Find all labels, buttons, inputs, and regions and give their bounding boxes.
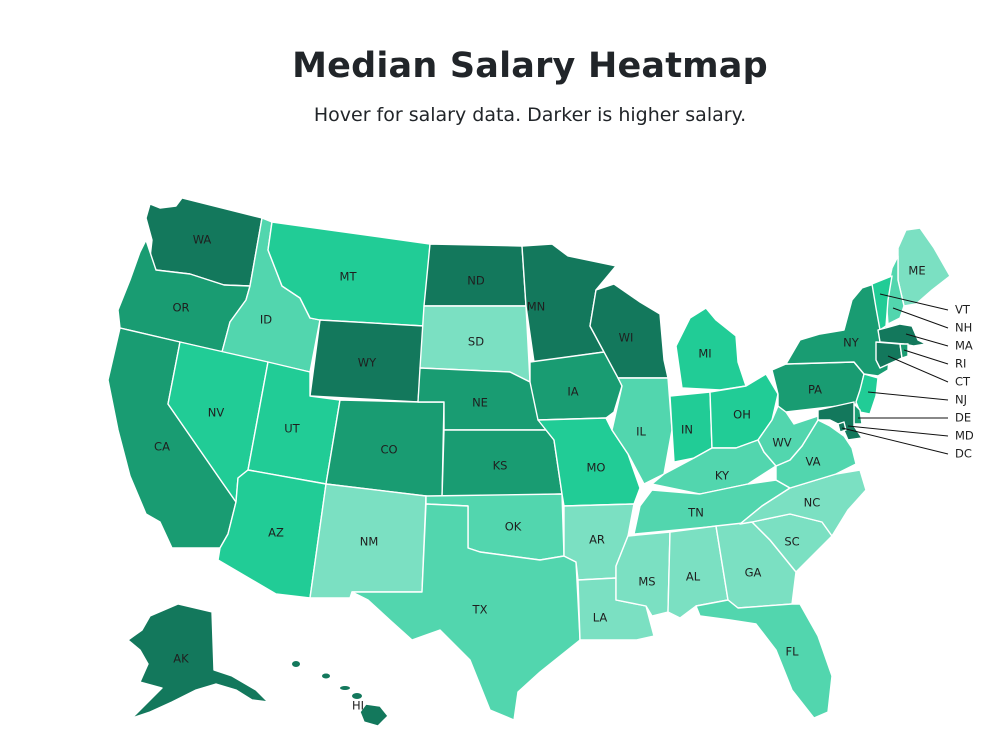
leader-line-ma [905,333,949,347]
state-label-nj: NJ [955,393,967,407]
state-ak[interactable] [127,603,269,719]
hawaii-island-maui [352,693,362,699]
leader-line-dc [841,427,949,455]
state-nj[interactable] [855,373,879,415]
state-ks[interactable] [441,429,563,499]
leader-line-nh [892,307,949,329]
state-label-vt: VT [955,303,971,317]
state-vt[interactable] [871,275,893,331]
state-wi[interactable] [589,283,669,379]
page-title: Median Salary Heatmap [292,46,768,86]
state-ri[interactable] [899,343,909,359]
state-wv[interactable] [757,405,819,467]
hawaii-island-oahu [322,673,330,679]
state-label-de: DE [955,411,971,425]
state-dc[interactable] [837,421,847,433]
state-nm[interactable] [309,483,427,599]
state-shapes [107,197,951,727]
state-fl[interactable] [695,599,833,719]
state-hi[interactable] [359,703,389,727]
state-label-ma: MA [955,339,973,353]
state-nc[interactable] [739,469,867,537]
state-nd[interactable] [423,243,527,307]
state-label-md: MD [955,429,974,443]
state-wy[interactable] [309,319,425,403]
hawaii-island-kauai [292,661,300,667]
state-co[interactable] [325,399,445,499]
state-mi[interactable] [675,307,747,391]
northeast-leader-lines: VT NH MA RI CT NJ DE MD DC [841,293,974,461]
state-il[interactable] [611,377,673,485]
leader-line-ct [887,355,949,383]
state-ia[interactable] [529,351,623,421]
state-ct[interactable] [875,341,903,369]
state-label-ct: CT [955,375,971,389]
hawaii-island-molokai [340,686,350,690]
page-subtitle: Hover for salary data. Darker is higher … [313,104,747,126]
state-label-dc: DC [955,447,972,461]
state-mo[interactable] [537,417,641,507]
leader-line-md [847,425,949,437]
leader-line-ri [903,349,949,365]
leader-line-vt [879,293,949,311]
state-tx[interactable] [351,503,581,721]
leader-line-nj [867,391,949,401]
state-nh[interactable] [885,255,905,325]
state-label-ri: RI [955,357,966,371]
hawaii-islands [292,661,362,699]
state-label-nh: NH [955,321,972,335]
state-me[interactable] [897,227,951,307]
